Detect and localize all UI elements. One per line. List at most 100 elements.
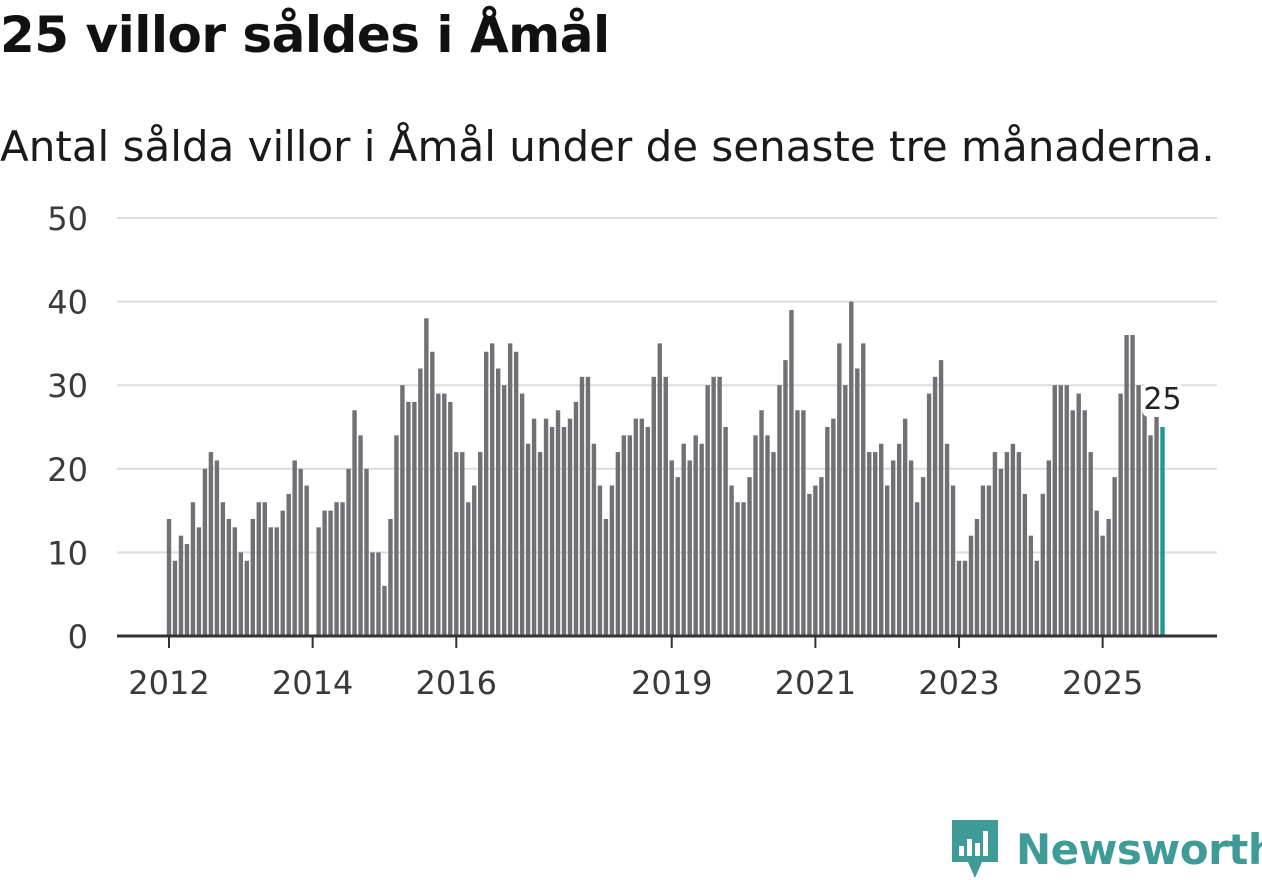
y-axis-ticks: 0 10 20 30 40 50	[47, 200, 88, 656]
bar	[974, 518, 980, 636]
bar	[1052, 385, 1057, 636]
bar	[956, 560, 962, 636]
bar	[1148, 435, 1153, 636]
bar	[813, 485, 818, 636]
bar	[1076, 393, 1081, 636]
x-tick-label: 2019	[631, 664, 712, 702]
bar	[525, 443, 531, 636]
x-axis: 2012 2014 2016 2019 2021 2023 2025	[117, 634, 1217, 702]
bar	[184, 544, 190, 636]
bar	[902, 418, 908, 636]
bar	[1004, 452, 1010, 636]
bar	[831, 418, 836, 636]
y-tick-label: 40	[47, 284, 88, 322]
bar	[244, 560, 250, 636]
bar	[280, 510, 285, 636]
bar	[484, 351, 489, 636]
bar	[639, 418, 645, 636]
bar	[442, 393, 447, 636]
bar	[573, 401, 579, 636]
bar	[1010, 443, 1016, 636]
bar	[992, 452, 998, 636]
bar	[651, 376, 656, 636]
bar	[1046, 460, 1051, 636]
x-tick-label: 2014	[272, 664, 353, 702]
bar	[1028, 535, 1034, 636]
bar	[687, 460, 692, 636]
bar	[448, 401, 453, 636]
bar	[759, 410, 764, 636]
newsworthy-logo-icon	[952, 820, 998, 878]
bar	[418, 368, 423, 636]
y-tick-label: 30	[47, 367, 88, 405]
bar	[705, 385, 710, 636]
bar	[741, 502, 746, 636]
bar	[1118, 393, 1123, 636]
bar	[723, 427, 728, 636]
bar	[472, 485, 477, 636]
bar	[633, 418, 639, 636]
bar	[837, 343, 842, 636]
bar	[1088, 452, 1093, 636]
bar	[519, 393, 525, 636]
bar	[250, 518, 255, 636]
bar	[735, 502, 740, 636]
bar	[986, 485, 992, 636]
bar	[890, 460, 896, 636]
bar	[693, 435, 698, 636]
bar	[1040, 493, 1046, 636]
bar	[843, 385, 848, 636]
bar	[340, 502, 345, 636]
bar	[765, 435, 770, 636]
bar	[777, 385, 782, 636]
bar	[495, 368, 501, 636]
bar	[950, 485, 956, 636]
bar	[920, 477, 926, 636]
y-tick-label: 10	[47, 534, 88, 572]
bar	[621, 435, 627, 636]
bar	[1064, 385, 1069, 636]
bar	[1130, 335, 1135, 636]
bar	[1154, 410, 1159, 636]
bar	[597, 485, 603, 636]
bar	[394, 435, 399, 636]
bar	[316, 527, 321, 636]
bar	[603, 518, 609, 636]
bar	[1106, 518, 1111, 636]
bar	[352, 410, 357, 636]
bar	[561, 427, 567, 636]
bar	[1124, 335, 1129, 636]
bar	[908, 460, 914, 636]
bar	[717, 376, 722, 636]
bar	[591, 443, 597, 636]
bar	[932, 376, 938, 636]
bar	[268, 527, 273, 636]
y-tick-label: 0	[68, 618, 88, 656]
bar	[873, 452, 878, 636]
bar	[537, 452, 543, 636]
bar	[220, 502, 226, 636]
bar	[855, 368, 860, 636]
bar	[454, 452, 459, 636]
bar	[298, 468, 303, 636]
bar	[172, 560, 178, 636]
x-tick-label: 2023	[918, 664, 999, 702]
bar	[286, 493, 291, 636]
bar	[938, 360, 944, 636]
bar	[926, 393, 932, 636]
chart-title: 25 villor såldes i Åmål	[0, 6, 610, 64]
bar	[1022, 493, 1028, 636]
newsworthy-logo[interactable]: Newsworthy	[950, 818, 1262, 880]
bar	[849, 301, 854, 636]
bar	[1016, 452, 1022, 636]
bar	[567, 418, 573, 636]
bar	[1094, 510, 1099, 636]
bar	[346, 468, 351, 636]
bar	[681, 443, 686, 636]
newsworthy-logo-text: Newsworthy	[1016, 824, 1262, 874]
bar	[196, 527, 202, 636]
bar	[436, 393, 441, 636]
bar	[1058, 385, 1063, 636]
bar	[555, 410, 561, 636]
bar	[364, 468, 369, 636]
